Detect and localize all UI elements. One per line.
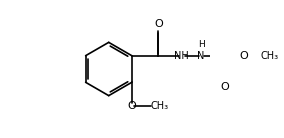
Text: CH₃: CH₃: [151, 101, 169, 111]
Text: N: N: [197, 51, 205, 61]
Text: O: O: [128, 101, 136, 111]
Text: O: O: [220, 82, 229, 92]
Text: H: H: [198, 40, 204, 49]
Text: O: O: [239, 51, 248, 61]
Text: NH: NH: [174, 51, 189, 61]
Text: O: O: [154, 19, 163, 29]
Text: CH₃: CH₃: [261, 51, 279, 61]
